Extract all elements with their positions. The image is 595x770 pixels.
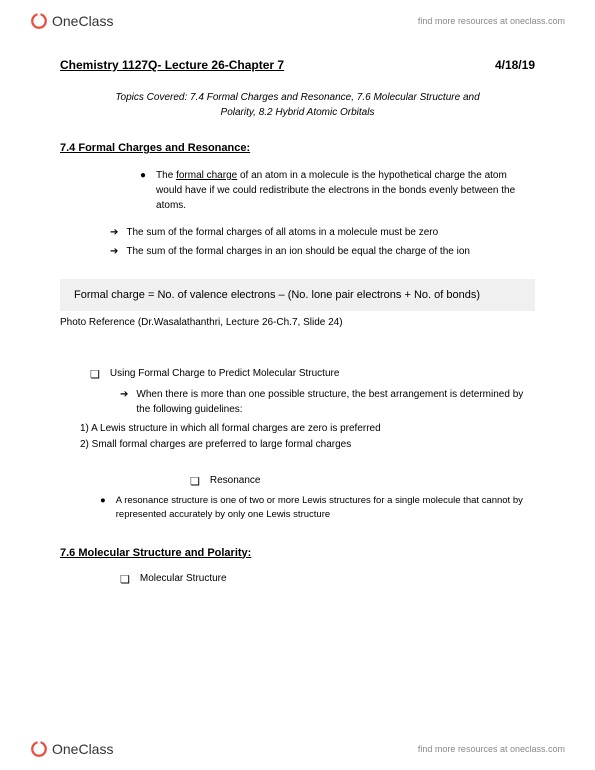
page-header: OneClass find more resources at oneclass…: [0, 0, 595, 38]
logo-icon: [30, 12, 48, 30]
page-footer: OneClass find more resources at oneclass…: [0, 732, 595, 770]
header-link[interactable]: find more resources at oneclass.com: [418, 16, 565, 26]
document-content: Chemistry 1127Q- Lecture 26-Chapter 7 4/…: [0, 38, 595, 602]
checkbox-icon: ❏: [190, 475, 200, 488]
arrow-icon: ➔: [110, 225, 118, 240]
checkbox-icon: ❏: [120, 573, 130, 586]
document-title: Chemistry 1127Q- Lecture 26-Chapter 7: [60, 58, 284, 72]
arrow-icon: ➔: [120, 387, 128, 417]
section-1-heading: 7.4 Formal Charges and Resonance:: [60, 142, 535, 154]
logo-text: OneClass: [52, 741, 113, 757]
checkbox-text: Using Formal Charge to Predict Molecular…: [110, 368, 340, 381]
numbered-item-2: 2) Small formal charges are preferred to…: [80, 437, 535, 453]
checkbox-text: Molecular Structure: [140, 573, 227, 586]
checkbox-icon: ❏: [90, 368, 100, 381]
numbered-list: 1) A Lewis structure in which all formal…: [80, 421, 535, 453]
arrow-list-1: ➔ The sum of the formal charges of all a…: [110, 225, 535, 259]
formula-box: Formal charge = No. of valence electrons…: [60, 279, 535, 311]
arrow-item: ➔ The sum of the formal charges of all a…: [110, 225, 535, 240]
resonance-label: Resonance: [210, 475, 261, 488]
logo-icon: [30, 740, 48, 758]
arrow-icon: ➔: [110, 244, 118, 259]
photo-reference: Photo Reference (Dr.Wasalathanthri, Lect…: [60, 317, 535, 328]
logo-text: OneClass: [52, 13, 113, 29]
footer-logo-area: OneClass: [30, 740, 113, 758]
bullet-icon: ●: [140, 168, 146, 213]
resonance-bullet: ● A resonance structure is one of two or…: [100, 494, 535, 523]
resonance-heading: ❏ Resonance: [190, 475, 535, 488]
numbered-item-1: 1) A Lewis structure in which all formal…: [80, 421, 535, 437]
bullet-icon: ●: [100, 494, 106, 523]
topics-line-2: Polarity, 8.2 Hybrid Atomic Orbitals: [60, 105, 535, 120]
arrow-item: ➔ The sum of the formal charges in an io…: [110, 244, 535, 259]
checkbox-item: ❏ Using Formal Charge to Predict Molecul…: [90, 368, 535, 381]
topics-line-1: Topics Covered: 7.4 Formal Charges and R…: [60, 90, 535, 105]
section-3-heading: 7.6 Molecular Structure and Polarity:: [60, 547, 535, 559]
document-date: 4/18/19: [495, 58, 535, 72]
checkbox-item: ❏ Molecular Structure: [120, 573, 535, 586]
bullet-list-1: ● The formal charge of an atom in a mole…: [140, 168, 535, 213]
topics-covered: Topics Covered: 7.4 Formal Charges and R…: [60, 90, 535, 120]
arrow-text: The sum of the formal charges of all ato…: [126, 225, 438, 240]
bullet-item: ● The formal charge of an atom in a mole…: [140, 168, 535, 213]
footer-link[interactable]: find more resources at oneclass.com: [418, 744, 565, 754]
sub-arrow-item: ➔ When there is more than one possible s…: [120, 387, 535, 417]
arrow-text: The sum of the formal charges in an ion …: [126, 244, 470, 259]
title-row: Chemistry 1127Q- Lecture 26-Chapter 7 4/…: [60, 58, 535, 72]
arrow-text: When there is more than one possible str…: [136, 387, 535, 417]
bullet-text: The formal charge of an atom in a molecu…: [156, 168, 535, 213]
logo-area: OneClass: [30, 12, 113, 30]
resonance-text: A resonance structure is one of two or m…: [116, 494, 535, 523]
